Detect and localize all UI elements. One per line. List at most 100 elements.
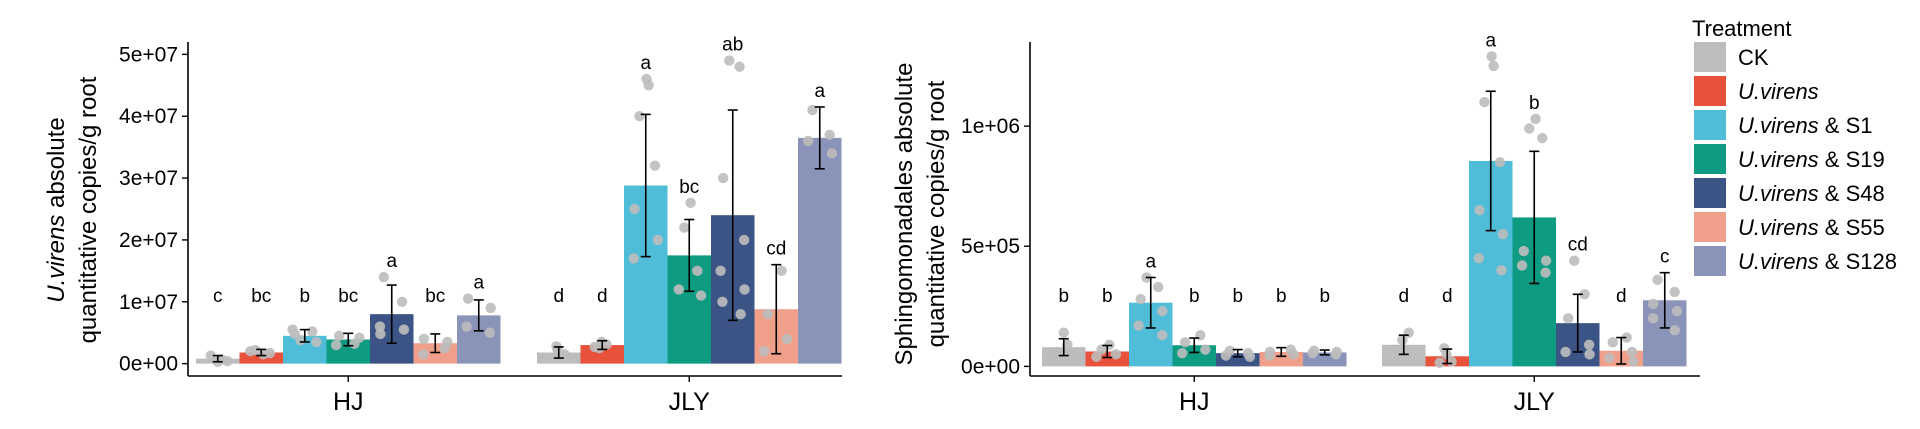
y-tick-label: 5e+05 [961,235,1020,258]
data-point [1051,346,1062,358]
data-point [759,346,770,357]
legend-swatch [1694,144,1726,174]
significance-letter: a [1145,251,1156,272]
data-point [1110,349,1122,360]
legend-item-plain: & S19 [1819,147,1885,172]
significance-letter: a [1485,30,1496,51]
data-point [1157,305,1168,317]
significance-letter: a [814,81,825,102]
data-point [1494,156,1506,168]
data-point [485,302,496,314]
data-point [1516,260,1528,271]
bar [798,137,842,364]
data-point [1563,313,1574,324]
data-point [649,160,661,171]
data-point [734,61,745,72]
significance-letter: cd [1568,235,1588,256]
data-point [1176,347,1188,359]
data-point [717,296,728,307]
significance-letter: b [299,286,310,307]
chart-uvirens-copies: U.virens absolute quantitative copies/g … [43,35,842,416]
legend-swatch [1694,246,1726,276]
y-tick-label: 1e+06 [961,115,1020,138]
data-point [307,326,318,337]
data-point [1068,351,1079,362]
significance-letter: bc [251,286,271,307]
significance-letter: bc [425,286,445,307]
significance-letter: ab [722,35,743,56]
y-tick-label: 0e+00 [119,353,178,376]
data-point [589,341,600,353]
legend-swatch [1694,178,1726,208]
data-point [375,328,386,340]
y-axis-label-rest: absolute [43,117,70,214]
y-axis-label-line1: Sphingomonadales absolute [891,63,918,366]
significance-letter: b [1102,286,1113,307]
data-point [685,197,696,209]
legend-title: Treatment [1692,16,1791,41]
data-point [1537,132,1548,144]
data-point [724,55,735,66]
legend-item-plain: & S55 [1819,215,1885,240]
significance-letter: bc [338,286,358,307]
data-point [776,265,787,277]
data-point [461,321,472,332]
data-point [679,222,690,233]
legend-item-label: U.virens & S48 [1738,181,1885,206]
data-point [418,349,429,360]
y-axis-label-line2: quantitative copies/g root [923,80,950,347]
significance-letter: d [597,286,608,307]
data-point [715,265,726,277]
data-point [1062,339,1073,350]
x-tick-label: JLY [669,388,711,416]
data-point [1091,351,1102,362]
y-tick-label: 1e+07 [119,291,178,314]
data-point [652,234,664,246]
data-point [1540,255,1552,266]
y-tick-label: 4e+07 [119,105,178,128]
data-point [1530,113,1541,125]
data-point [1647,298,1659,310]
data-point [333,330,345,341]
legend-item-italic: U.virens [1738,113,1819,138]
y-axis-label-italic: U.virens [43,215,70,303]
data-point [1579,289,1590,300]
data-point [1569,255,1580,266]
legend-item-italic: U.virens [1738,215,1819,240]
x-tick-label: HJ [1179,388,1210,416]
significance-letter: a [640,53,651,74]
data-point [1473,253,1485,264]
data-point [1604,352,1615,364]
data-point [738,234,750,246]
legend-swatch [1694,42,1726,72]
data-point [1264,350,1275,361]
data-point [1288,349,1299,360]
data-point [1583,339,1595,350]
data-point [1307,347,1318,359]
significance-letter: d [1398,286,1409,307]
legend-item-label: U.virens & S128 [1738,249,1897,274]
data-point [418,333,430,345]
data-point [1607,337,1618,348]
significance-letter: a [386,251,397,272]
data-point [354,332,365,343]
data-point [824,129,835,140]
legend-swatch [1694,212,1726,242]
data-point [629,203,640,215]
bar [1382,344,1426,367]
legend-item-plain: & S128 [1819,249,1897,274]
data-point [1479,96,1490,108]
data-point [462,293,474,304]
data-point [1135,293,1146,305]
data-point [1647,313,1659,324]
data-point [1486,51,1497,62]
data-point [692,265,703,277]
significance-letter: b [1058,286,1069,307]
significance-letter: b [1319,286,1330,307]
y-tick-label: 2e+07 [119,229,178,252]
significance-letter: bc [679,177,699,198]
data-point [1524,123,1535,134]
data-point [1540,267,1551,278]
data-point [559,349,570,360]
